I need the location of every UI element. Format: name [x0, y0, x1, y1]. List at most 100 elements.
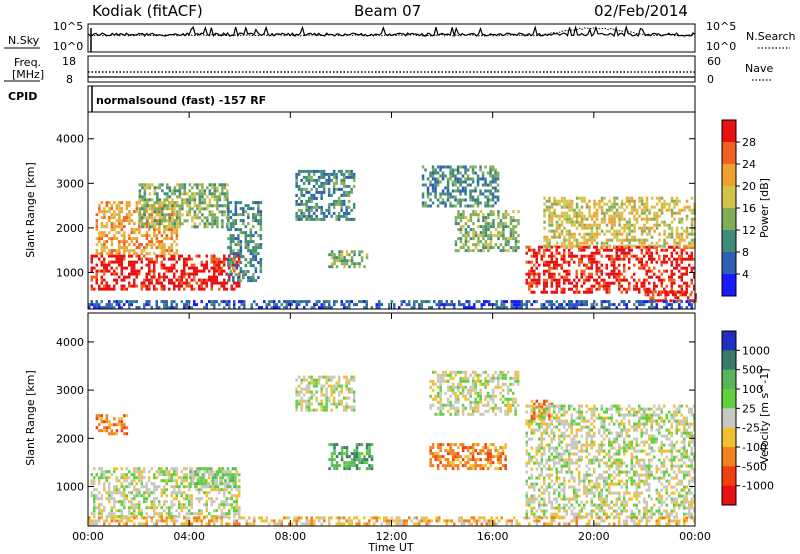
data-cell: [468, 300, 471, 304]
data-cell: [474, 201, 477, 205]
data-cell: [439, 180, 442, 184]
data-cell: [228, 266, 231, 270]
data-cell: [504, 455, 507, 459]
data-cell: [224, 485, 227, 489]
data-cell: [358, 262, 361, 266]
data-cell: [555, 278, 558, 282]
data-cell: [307, 396, 311, 400]
data-cell: [553, 214, 556, 218]
data-cell: [615, 238, 619, 242]
data-cell: [464, 186, 467, 190]
data-cell: [502, 228, 505, 232]
data-cell: [365, 458, 369, 462]
data-cell: [211, 222, 214, 226]
data-cell: [514, 231, 518, 235]
data-cell: [355, 262, 359, 266]
data-cell: [573, 244, 576, 248]
data-cell: [585, 245, 588, 249]
data-cell: [317, 378, 321, 382]
data-cell: [605, 211, 609, 215]
data-cell: [345, 253, 349, 257]
data-cell: [454, 458, 457, 462]
data-cell: [108, 512, 111, 516]
data-cell: [595, 272, 598, 276]
data-cell: [110, 429, 114, 433]
data-cell: [226, 225, 229, 229]
data-cell: [125, 216, 129, 220]
data-cell: [150, 240, 154, 244]
data-cell: [200, 269, 203, 273]
data-cell: [680, 248, 683, 252]
data-cell: [583, 214, 586, 218]
data-cell: [509, 388, 512, 392]
data-cell: [128, 303, 131, 307]
data-cell: [310, 169, 313, 173]
data-cell: [224, 473, 227, 477]
data-cell: [507, 213, 510, 217]
data-cell: [456, 171, 460, 175]
data-cell: [307, 405, 311, 409]
data-cell: [560, 241, 564, 245]
data-cell: [487, 237, 490, 241]
data-cell: [517, 219, 520, 223]
data-cell: [290, 300, 293, 304]
data-cell: [473, 306, 476, 310]
data-cell: [317, 169, 321, 173]
data-cell: [680, 254, 683, 258]
data-cell: [200, 284, 203, 288]
data-cell: [678, 235, 681, 239]
data-cell: [431, 397, 435, 401]
data-cell: [213, 183, 217, 187]
data-cell: [211, 225, 214, 229]
data-cell: [484, 397, 487, 401]
data-cell: [337, 375, 341, 379]
data-cell: [663, 306, 666, 310]
data-cell: [603, 211, 606, 215]
data-cell: [528, 287, 531, 291]
data-cell: [237, 264, 240, 268]
data-cell: [668, 235, 671, 239]
data-cell: [138, 512, 141, 516]
data-cell: [515, 306, 518, 310]
data-cell: [213, 263, 216, 267]
data-cell: [444, 458, 447, 462]
data-cell: [244, 204, 248, 208]
data-cell: [151, 183, 154, 187]
data-cell: [459, 391, 462, 395]
data-cell: [670, 196, 674, 200]
data-cell: [543, 278, 546, 282]
data-cell: [685, 199, 689, 203]
data-cell: [218, 287, 221, 291]
data-cell: [216, 219, 219, 223]
data-cell: [451, 171, 455, 175]
data-cell: [110, 509, 113, 513]
data-cell: [143, 246, 146, 250]
data-cell: [302, 387, 306, 391]
data-cell: [683, 244, 686, 248]
data-cell: [456, 412, 460, 416]
data-cell: [588, 254, 591, 258]
data-cell: [263, 300, 266, 304]
data-cell: [623, 244, 626, 248]
data-cell: [198, 497, 201, 501]
data-cell: [95, 303, 98, 307]
data-cell: [464, 455, 467, 459]
data-cell: [322, 384, 326, 388]
data-cell: [234, 485, 237, 489]
data-cell: [628, 281, 631, 285]
data-cell: [270, 306, 273, 310]
data-cell: [188, 509, 191, 513]
data-cell: [469, 391, 472, 395]
data-cell: [645, 287, 648, 291]
data-cell: [249, 276, 253, 280]
data-cell: [555, 248, 558, 252]
data-cell: [540, 254, 543, 258]
data-cell: [239, 219, 243, 223]
data-cell: [504, 443, 507, 447]
data-cell: [90, 479, 93, 483]
data-cell: [140, 509, 143, 513]
data-cell: [446, 165, 450, 169]
data-cell: [615, 196, 619, 200]
data-cell: [178, 204, 182, 208]
data-cell: [95, 222, 99, 226]
